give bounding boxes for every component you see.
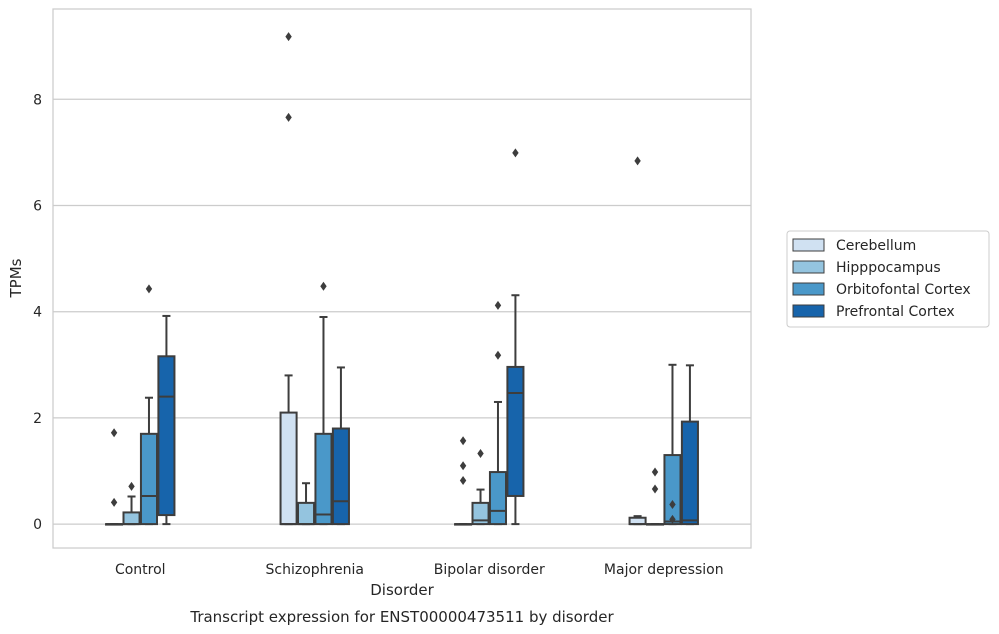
flier-point <box>285 32 292 42</box>
flier-point <box>128 481 135 491</box>
box-iqr <box>488 471 508 526</box>
legend-label: Cerebellum <box>836 238 916 254</box>
x-tick-label: Schizophrenia <box>266 562 364 578</box>
chart-title: Transcript expression for ENST0000047351… <box>189 608 614 626</box>
legend-swatch <box>792 304 825 318</box>
flier-point <box>651 467 659 477</box>
box-2-0 <box>454 436 473 526</box>
flier-point <box>320 281 327 291</box>
flier-point <box>459 436 467 446</box>
flier-point <box>494 350 502 360</box>
legend-swatch <box>792 282 825 296</box>
plot-frame <box>52 8 752 549</box>
flier-point <box>145 284 153 294</box>
legend-frame <box>786 230 990 328</box>
box-iqr <box>663 454 682 526</box>
box-2-3 <box>506 148 525 526</box>
y-tick-label: 4 <box>33 305 42 321</box>
legend-label: Hipppocampus <box>836 260 941 276</box>
x-tick-label: Bipolar disorder <box>434 562 545 578</box>
box-iqr <box>139 432 159 526</box>
box-0-3 <box>157 314 176 526</box>
y-axis-label: TPMs <box>7 258 25 298</box>
box-iqr <box>331 427 350 526</box>
flier-point <box>477 448 484 458</box>
box-iqr <box>506 365 525 497</box>
box-iqr <box>471 501 490 526</box>
flier-point <box>110 497 118 507</box>
y-tick-label: 8 <box>33 92 42 108</box>
box-iqr <box>157 355 176 517</box>
legend-label: Orbitofontal Cortex <box>836 282 971 298</box>
box-iqr <box>296 501 316 526</box>
y-tick-label: 2 <box>33 411 42 427</box>
box-2-2 <box>488 300 508 526</box>
x-tick-labels: Control Schizophrenia Bipolar disorder Majo… <box>115 562 724 578</box>
x-tick-label: Control <box>115 562 166 578</box>
box-0-0 <box>105 428 124 526</box>
legend-swatch <box>792 238 825 252</box>
box-2-1 <box>471 448 490 526</box>
y-tick-label: 0 <box>33 517 42 533</box>
x-axis-label: Disorder <box>370 581 434 599</box>
box-1-3 <box>331 366 350 526</box>
box-3-1 <box>645 467 665 526</box>
flier-point <box>459 476 467 486</box>
flier-point <box>110 428 118 438</box>
flier-point <box>285 112 292 122</box>
legend-label: Prefrontal Cortex <box>836 304 955 320</box>
box-3-3 <box>680 364 699 526</box>
box-0-2 <box>139 284 159 526</box>
flier-point <box>669 514 676 524</box>
box-iqr <box>314 432 333 526</box>
x-tick-label: Major depression <box>604 562 724 578</box>
flier-point <box>494 300 502 310</box>
flier-point <box>651 484 659 494</box>
box-1-2 <box>314 281 333 526</box>
legend-swatch <box>792 260 825 274</box>
flier-point <box>669 499 676 509</box>
y-tick-label: 6 <box>33 198 42 214</box>
box-3-2 <box>663 363 682 526</box>
flier-point <box>512 148 519 158</box>
box-0-1 <box>122 481 141 526</box>
flier-point <box>634 156 641 166</box>
box-plots <box>105 32 699 526</box>
box-iqr <box>279 411 298 526</box>
legend: Cerebellum Hipppocampus Orbitofontal Corte… <box>786 230 990 328</box>
flier-point <box>459 461 467 471</box>
y-tick-labels: 0 2 4 6 8 <box>33 92 42 533</box>
box-iqr <box>680 420 699 526</box>
box-1-0 <box>279 32 298 526</box>
box-3-0 <box>628 156 647 526</box>
box-1-1 <box>296 482 316 526</box>
box-iqr <box>122 511 141 526</box>
